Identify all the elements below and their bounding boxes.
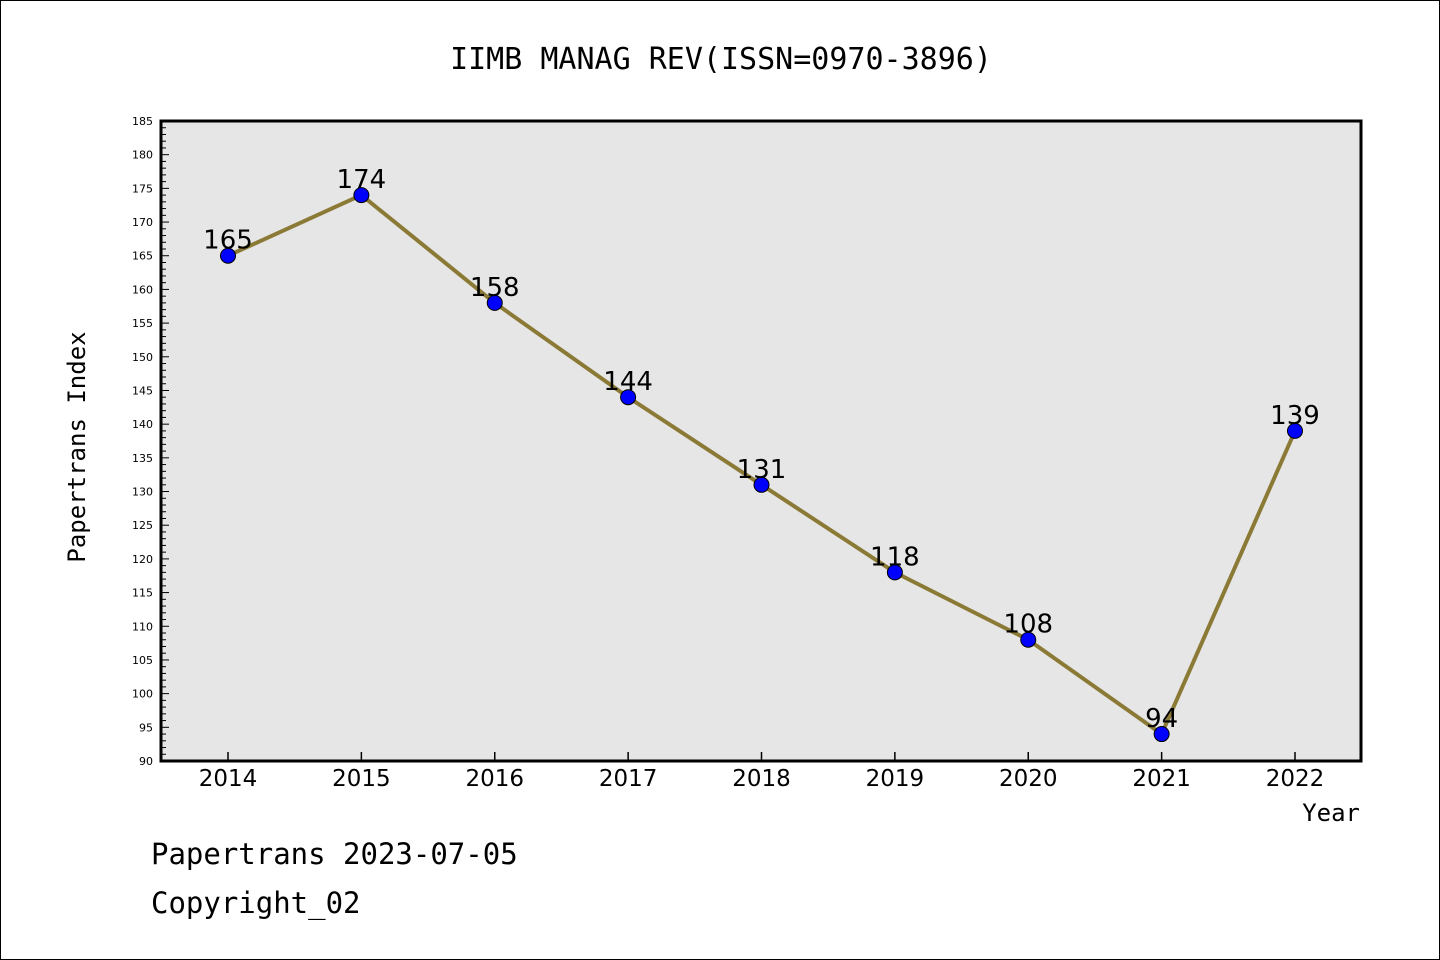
y-tick-label: 160 [132, 283, 153, 296]
data-label: 139 [1270, 401, 1320, 431]
x-axis-label: Year [1302, 799, 1360, 827]
y-tick-label: 120 [132, 553, 153, 566]
y-tick-label: 135 [132, 452, 153, 465]
x-tick-label: 2020 [999, 766, 1058, 792]
y-tick-label: 140 [132, 418, 153, 431]
plot-border [159, 119, 1363, 763]
data-label: 108 [1003, 610, 1053, 640]
data-label: 131 [737, 455, 787, 485]
x-tick-label: 2018 [732, 766, 791, 792]
y-tick-label: 165 [132, 250, 153, 263]
data-point [486, 294, 503, 311]
y-tick-label: 105 [132, 654, 153, 667]
y-tick-label: 90 [139, 755, 153, 768]
y-tick-label: 95 [139, 721, 153, 734]
data-label: 158 [470, 273, 520, 303]
data-point [1153, 726, 1170, 743]
data-point [1020, 631, 1037, 648]
data-point [220, 247, 236, 264]
x-tick-label: 2021 [1132, 766, 1191, 792]
data-label: 94 [1145, 704, 1178, 734]
y-tick-label: 175 [132, 182, 153, 195]
data-label: 165 [203, 226, 253, 256]
y-tick-label: 100 [132, 688, 153, 701]
data-label: 174 [337, 165, 387, 195]
y-tick-label: 125 [132, 519, 153, 532]
y-tick-label: 145 [132, 384, 153, 397]
y-tick-label: 110 [132, 620, 153, 633]
chart-title: IIMB MANAG REV(ISSN=0970-3896) [450, 42, 992, 77]
y-tick-label: 150 [132, 351, 153, 364]
y-tick-label: 155 [132, 317, 153, 330]
y-tick-label: 185 [132, 115, 153, 128]
data-label: 118 [870, 542, 920, 572]
y-axis-label: Papertrans Index [63, 331, 91, 562]
y-tick-label: 130 [132, 486, 153, 499]
y-tick-label: 180 [132, 149, 153, 162]
y-tick-label: 170 [132, 216, 153, 229]
data-label: 144 [603, 367, 653, 397]
footer-date-text: Papertrans 2023-07-05 [151, 837, 518, 871]
data-point [886, 564, 903, 581]
x-tick-label: 2022 [1266, 766, 1325, 792]
x-tick-label: 2015 [332, 766, 391, 792]
footer-copyright-text: Copyright_02 [151, 886, 361, 920]
x-tick-label: 2016 [465, 766, 524, 792]
data-point [353, 187, 370, 204]
x-tick-label: 2019 [866, 766, 925, 792]
data-point [1287, 422, 1303, 439]
data-point [753, 476, 770, 493]
y-tick-label: 115 [132, 587, 153, 600]
data-point [620, 389, 637, 406]
plot-area [161, 121, 1361, 761]
x-tick-label: 2014 [199, 766, 258, 792]
x-tick-label: 2017 [599, 766, 658, 792]
